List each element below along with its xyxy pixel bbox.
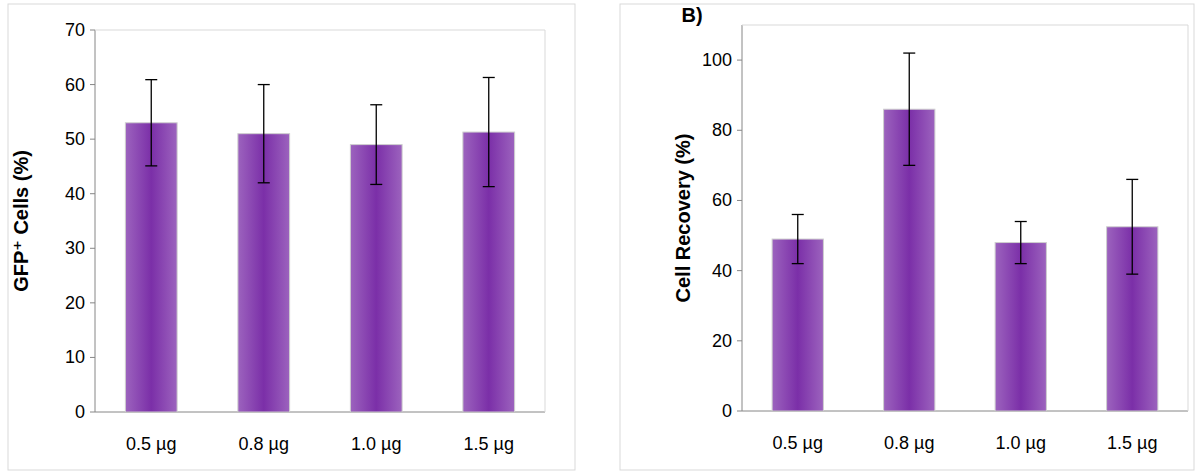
- chart-frame: [8, 4, 575, 470]
- error-cap: [792, 263, 804, 264]
- y-axis: [95, 30, 96, 412]
- error-stem: [797, 214, 798, 263]
- error-cap: [903, 52, 915, 53]
- x-tick-label: 1.0 µg: [996, 433, 1046, 453]
- x-tick-label: 0.5 µg: [773, 433, 823, 453]
- error-bar: [370, 105, 382, 185]
- error-cap: [370, 104, 382, 105]
- plot-frame: [742, 25, 1188, 26]
- error-cap: [145, 165, 157, 166]
- error-cap: [1126, 179, 1138, 180]
- x-tick-label: 0.5 µg: [126, 434, 176, 454]
- error-cap: [1015, 263, 1027, 264]
- figure: 0 10 20 30 40 50 60 70 0.5 µg 0.8 µg 1.0 µg 1.5 µg G…: [0, 0, 1198, 474]
- error-bar: [258, 85, 270, 183]
- y-tick: [90, 302, 95, 303]
- y-tick-label: 40: [65, 184, 85, 204]
- y-axis-label: GFP⁺ Cells (%): [10, 150, 32, 292]
- panel-title: B): [681, 4, 702, 26]
- error-bar: [483, 77, 495, 186]
- error-stem: [488, 77, 489, 186]
- y-tick-label: 60: [65, 75, 85, 95]
- y-tick-label: 20: [65, 293, 85, 313]
- y-tick-label: 60: [712, 190, 732, 210]
- y-tick-label: 10: [65, 347, 85, 367]
- y-axis-label: Cell Recovery (%): [672, 134, 694, 303]
- bar: [995, 243, 1046, 411]
- y-tick: [737, 340, 742, 341]
- error-cap: [258, 84, 270, 85]
- y-tick: [90, 357, 95, 358]
- x-tick-label: 0.8 µg: [239, 434, 289, 454]
- error-cap: [1015, 221, 1027, 222]
- y-tick: [90, 84, 95, 85]
- error-bar: [792, 214, 804, 263]
- error-stem: [376, 105, 377, 185]
- bar: [350, 145, 402, 412]
- plot-frame: [1188, 25, 1189, 411]
- y-tick: [90, 30, 95, 31]
- error-bar: [145, 80, 157, 166]
- y-tick: [737, 270, 742, 271]
- error-stem: [1020, 222, 1021, 264]
- y-tick-label: 30: [65, 238, 85, 258]
- y-tick-label: 20: [712, 331, 732, 351]
- error-bar: [1126, 179, 1138, 274]
- error-cap: [792, 214, 804, 215]
- error-cap: [483, 186, 495, 187]
- error-stem: [1132, 179, 1133, 274]
- y-tick-label: 100: [702, 50, 732, 70]
- y-tick: [90, 248, 95, 249]
- error-cap: [483, 77, 495, 78]
- error-cap: [1126, 273, 1138, 274]
- y-tick: [737, 200, 742, 201]
- plot-frame: [545, 30, 546, 412]
- y-tick: [90, 412, 95, 413]
- y-axis: [742, 25, 743, 411]
- bar: [125, 123, 177, 412]
- x-tick-label: 1.5 µg: [464, 434, 514, 454]
- bars: [125, 77, 514, 412]
- y-tick: [737, 130, 742, 131]
- y-tick: [90, 193, 95, 194]
- chart-frame: [620, 4, 1194, 470]
- bars: [772, 53, 1158, 411]
- error-stem: [263, 85, 264, 183]
- error-bar: [903, 53, 915, 165]
- error-cap: [145, 79, 157, 80]
- y-tick-label: 50: [65, 129, 85, 149]
- error-stem: [151, 80, 152, 166]
- error-bar: [1015, 222, 1027, 264]
- x-tick-label: 1.0 µg: [351, 434, 401, 454]
- y-tick-label: 40: [712, 261, 732, 281]
- x-tick-label: 1.5 µg: [1107, 433, 1157, 453]
- y-tick: [737, 60, 742, 61]
- y-tick-label: 0: [722, 401, 732, 421]
- error-cap: [903, 165, 915, 166]
- y-tick-label: 80: [712, 120, 732, 140]
- error-stem: [909, 53, 910, 165]
- y-tick: [90, 139, 95, 140]
- y-tick-label: 0: [75, 402, 85, 422]
- y-tick-label: 70: [65, 20, 85, 40]
- x-tick-label: 0.8 µg: [884, 433, 934, 453]
- bar: [772, 239, 823, 411]
- y-tick: [737, 411, 742, 412]
- plot-frame: [95, 30, 545, 31]
- error-cap: [370, 184, 382, 185]
- error-cap: [258, 182, 270, 183]
